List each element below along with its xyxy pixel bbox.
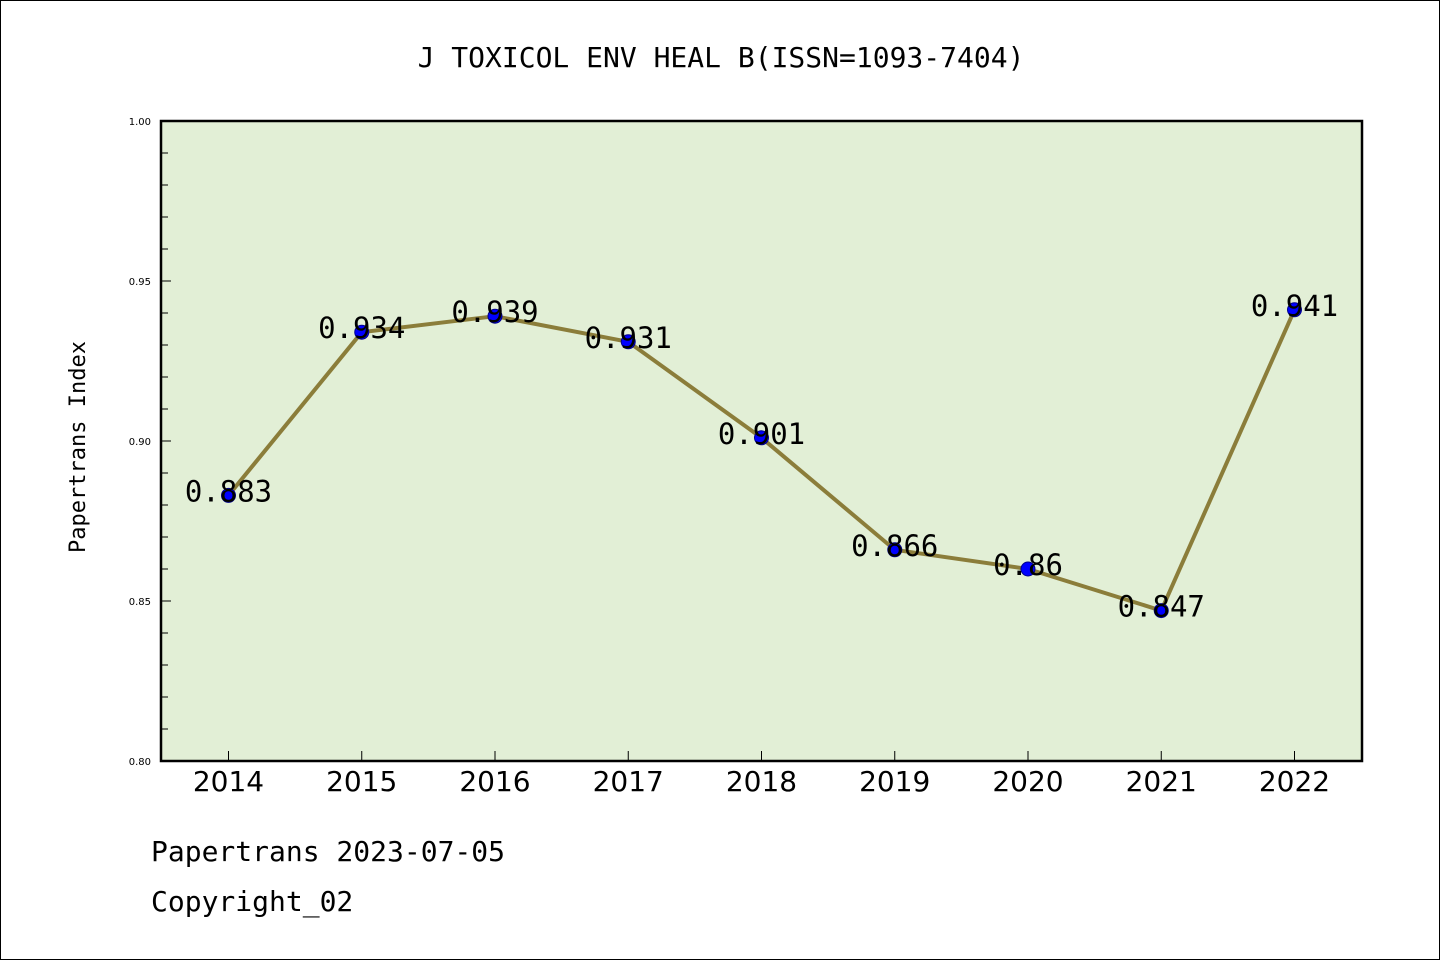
data-label: 0.847 [1118, 590, 1205, 624]
x-tick-label: 2016 [459, 765, 530, 798]
data-label: 0.901 [718, 417, 805, 451]
x-tick-label: 2015 [326, 765, 397, 798]
data-label: 0.86 [993, 548, 1063, 582]
chart-title: J TOXICOL ENV HEAL B(ISSN=1093-7404) [418, 41, 1025, 74]
y-axis-ticks: 0.80 0.85 0.90 0.95 1.00 [129, 117, 171, 768]
y-tick-label: 0.90 [129, 437, 151, 448]
data-point [887, 542, 903, 558]
y-tick-label: 1.00 [129, 117, 151, 128]
data-point [487, 308, 503, 324]
data-label: 0.934 [318, 311, 405, 345]
footer-date: Papertrans 2023-07-05 [151, 835, 506, 868]
data-point [354, 324, 370, 340]
y-tick-label: 0.80 [129, 757, 151, 768]
data-point [754, 430, 769, 446]
x-tick-label: 2017 [593, 765, 664, 798]
data-label: 0.931 [585, 321, 672, 355]
data-label: 0.866 [851, 529, 938, 563]
y-axis-label: Papertrans Index [66, 341, 91, 553]
data-label: 0.941 [1251, 289, 1338, 323]
series-markers [221, 302, 1302, 619]
footer-copyright: Copyright_02 [151, 885, 354, 918]
x-tick-label: 2022 [1259, 765, 1330, 798]
data-point [221, 487, 236, 503]
data-labels: 0.883 0.934 0.939 0.931 0.901 0.866 0.86 0.847 0… [185, 289, 1338, 624]
data-label: 0.939 [451, 295, 538, 329]
data-point [1287, 302, 1302, 318]
data-label: 0.883 [185, 474, 272, 508]
x-tick-label: 2018 [726, 765, 797, 798]
y-tick-label: 0.85 [129, 597, 151, 608]
x-tick-label: 2020 [992, 765, 1063, 798]
data-point [1153, 603, 1169, 619]
x-tick-label: 2021 [1126, 765, 1197, 798]
x-axis-ticks: 2014 2015 2016 2017 2018 2019 2020 2021 2022 [193, 751, 1330, 798]
x-tick-label: 2014 [193, 765, 264, 798]
y-tick-label: 0.95 [129, 277, 151, 288]
data-point [620, 334, 636, 350]
data-point [1020, 561, 1036, 577]
x-tick-label: 2019 [859, 765, 930, 798]
